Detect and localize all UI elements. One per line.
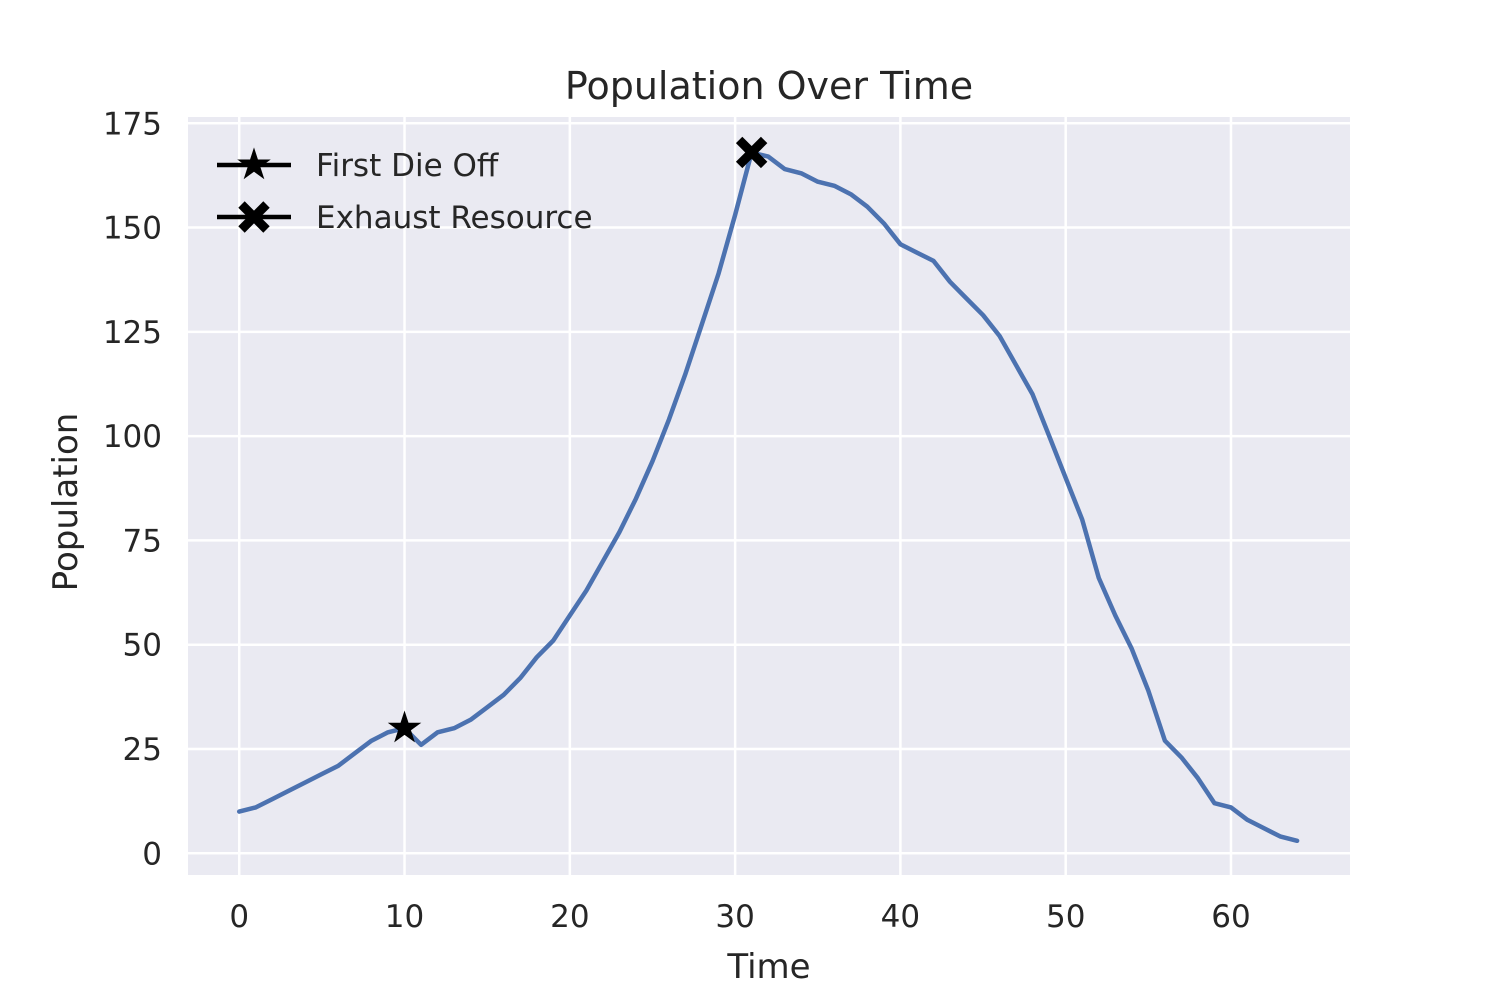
legend-label: First Die Off bbox=[316, 148, 499, 184]
grid bbox=[188, 117, 1350, 875]
legend-star-icon bbox=[237, 147, 271, 180]
y-tick-label: 25 bbox=[123, 732, 162, 768]
series-layer bbox=[236, 150, 1300, 844]
x-tick-label: 20 bbox=[550, 899, 589, 935]
legend-x-icon bbox=[238, 201, 270, 233]
x-marker bbox=[735, 136, 768, 169]
legend: First Die Off Exhaust Resource bbox=[217, 147, 593, 236]
star-marker bbox=[387, 710, 422, 743]
x-axis-label: Time bbox=[726, 947, 810, 987]
y-tick-label: 75 bbox=[123, 523, 162, 559]
series-line bbox=[236, 150, 1300, 844]
x-tick-label: 40 bbox=[881, 899, 920, 935]
legend-label: Exhaust Resource bbox=[316, 200, 593, 236]
y-tick-label: 0 bbox=[142, 836, 162, 872]
y-tick-label: 100 bbox=[103, 419, 162, 455]
y-tick-label: 125 bbox=[103, 315, 162, 351]
y-tick-label: 150 bbox=[103, 211, 162, 247]
x-tick-label: 30 bbox=[715, 899, 754, 935]
y-tick-label: 50 bbox=[123, 628, 162, 664]
x-tick-label: 60 bbox=[1211, 899, 1250, 935]
x-tick-label: 50 bbox=[1046, 899, 1085, 935]
y-tick-labels: 0 25 50 75 100 125 150 175 bbox=[103, 106, 162, 872]
x-tick-label: 10 bbox=[385, 899, 424, 935]
chart-title: Population Over Time bbox=[565, 64, 973, 108]
y-axis-label: Population bbox=[46, 413, 86, 592]
marker-layer bbox=[387, 136, 768, 743]
y-tick-label: 175 bbox=[103, 106, 162, 142]
x-tick-labels: 0 10 20 30 40 50 60 bbox=[229, 899, 1250, 935]
x-tick-label: 0 bbox=[229, 899, 249, 935]
